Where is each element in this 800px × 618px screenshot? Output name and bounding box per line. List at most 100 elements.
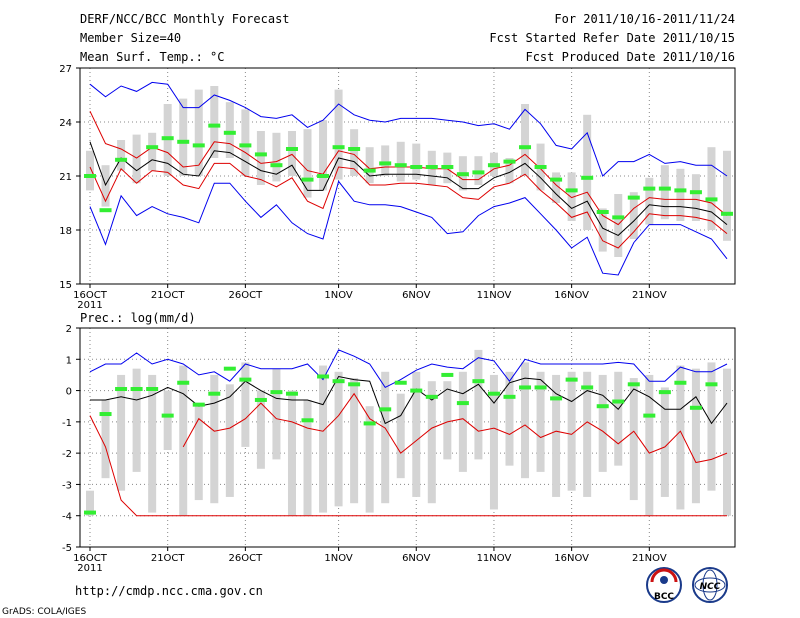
obs-marker: [177, 380, 190, 385]
spread-box: [707, 362, 716, 491]
x-tick-label: 21OCT: [151, 290, 186, 301]
x-tick-label: 21NOV: [632, 553, 667, 564]
y-tick-label: 2: [66, 324, 72, 335]
spread-box: [723, 368, 731, 516]
grads-credit: GrADS: COLA/IGES: [2, 607, 86, 617]
obs-marker: [596, 210, 609, 214]
bcc-logo: BCC: [646, 567, 682, 603]
obs-marker: [627, 382, 640, 387]
obs-marker: [192, 402, 205, 407]
spread-box: [536, 371, 545, 472]
obs-marker: [441, 372, 454, 377]
obs-marker: [317, 374, 330, 379]
spread-box: [412, 143, 421, 180]
obs-marker: [705, 382, 718, 387]
spread-box: [117, 140, 126, 171]
x-tick-year: 2011: [77, 300, 102, 311]
spread-box: [365, 147, 374, 184]
obs-marker: [332, 379, 345, 384]
spread-box: [117, 374, 126, 491]
obs-marker: [425, 165, 438, 169]
spread-box: [614, 371, 623, 466]
obs-marker: [239, 143, 252, 148]
series-max: [89, 81, 728, 177]
obs-marker: [223, 130, 236, 135]
obs-marker: [115, 387, 128, 392]
obs-marker: [254, 397, 267, 402]
spread-box: [163, 390, 172, 451]
obs-marker: [689, 190, 702, 195]
spread-box: [396, 393, 405, 479]
obs-marker: [612, 215, 625, 220]
obs-marker: [487, 163, 500, 168]
obs-marker: [612, 399, 625, 404]
spread-box: [474, 349, 483, 460]
y-tick-label: 21: [59, 172, 72, 183]
spread-box: [691, 174, 700, 221]
obs-marker: [581, 175, 594, 180]
obs-marker: [643, 413, 656, 418]
x-tick-label: 16OCT: [73, 553, 108, 564]
spread-box: [660, 387, 669, 497]
obs-marker: [317, 174, 330, 178]
obs-marker: [721, 211, 733, 216]
obs-marker: [332, 145, 345, 150]
obs-marker: [503, 394, 516, 399]
spread-box: [272, 368, 281, 460]
spread-box: [598, 208, 607, 252]
y-tick-label: -2: [62, 449, 72, 460]
spread-box: [583, 371, 592, 497]
spread-box: [521, 362, 530, 479]
spread-box: [629, 378, 638, 501]
spread-box: [645, 177, 654, 225]
obs-marker: [208, 123, 221, 128]
spread-box: [256, 390, 265, 469]
precip-label: Prec.: log(mm/d): [80, 311, 196, 325]
spread-box: [723, 150, 731, 241]
spread-box: [194, 406, 203, 501]
spread-box: [241, 362, 250, 447]
obs-marker: [705, 197, 718, 202]
obs-marker: [348, 147, 361, 151]
bcc-logo-text: BCC: [654, 592, 674, 602]
obs-marker: [363, 168, 376, 173]
spread-box: [552, 374, 561, 497]
spread-box: [598, 374, 607, 472]
source-url[interactable]: http://cmdp.ncc.cma.gov.cn: [75, 584, 263, 598]
y-tick-label: -4: [62, 512, 72, 523]
spread-box: [583, 114, 592, 230]
spread-box: [194, 89, 203, 176]
obs-marker: [394, 163, 407, 168]
obs-marker: [348, 382, 361, 387]
y-tick-label: 27: [59, 64, 72, 75]
series-lower_band: [89, 162, 728, 249]
obs-marker: [472, 170, 485, 175]
obs-marker: [254, 152, 267, 157]
spread-box: [225, 102, 234, 158]
obs-marker: [223, 366, 236, 371]
obs-marker: [658, 390, 671, 395]
series-mean: [89, 141, 728, 236]
series-min: [89, 415, 727, 517]
obs-marker: [99, 412, 112, 417]
y-tick-label: 15: [59, 280, 72, 291]
spread-box: [629, 192, 638, 239]
x-tick-label: 16NOV: [554, 290, 589, 301]
obs-marker: [379, 161, 392, 166]
obs-marker: [534, 165, 547, 169]
spread-box: [660, 165, 669, 220]
obs-marker: [472, 379, 485, 384]
spread-box: [412, 371, 421, 497]
obs-marker: [487, 391, 500, 396]
obs-marker: [239, 377, 252, 382]
ncc-logo: NCC: [692, 567, 728, 603]
obs-marker: [456, 172, 469, 177]
spread-box: [272, 132, 281, 182]
obs-marker: [519, 385, 532, 390]
spread-box: [521, 104, 530, 176]
y-tick-label: 18: [59, 226, 72, 237]
x-tick-label: 21OCT: [151, 553, 186, 564]
obs-marker: [581, 385, 594, 390]
obs-marker: [270, 163, 283, 168]
